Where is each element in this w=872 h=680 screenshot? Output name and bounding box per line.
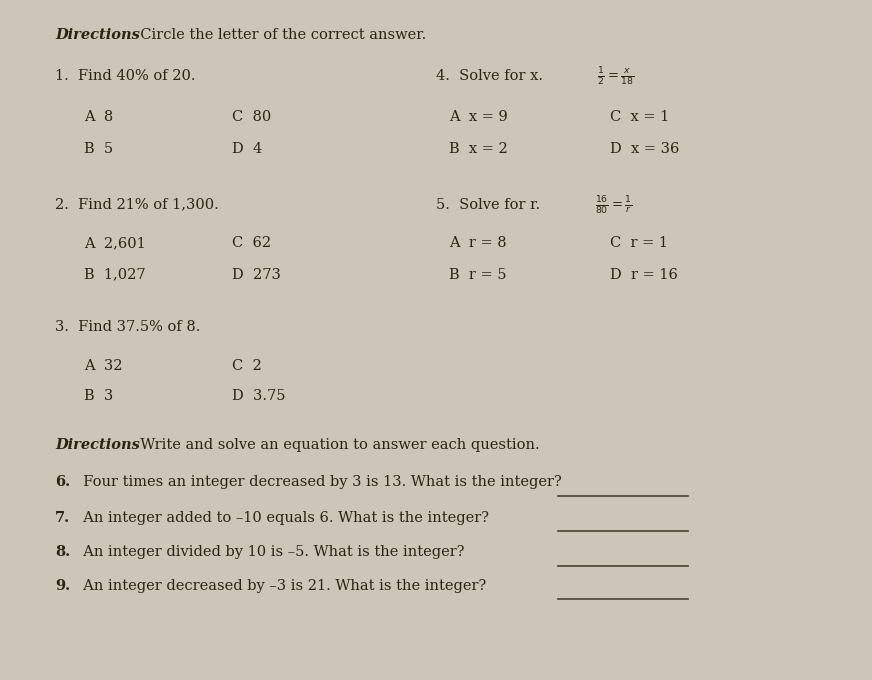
Text: 2.  Find 21% of 1,300.: 2. Find 21% of 1,300. <box>55 198 219 211</box>
Text: C  2: C 2 <box>232 359 262 373</box>
Text: 5.  Solve for r.: 5. Solve for r. <box>436 198 545 211</box>
Text: 9.: 9. <box>55 579 71 593</box>
Text: C  r = 1: C r = 1 <box>610 237 668 250</box>
Text: Circle the letter of the correct answer.: Circle the letter of the correct answer. <box>131 29 426 42</box>
Text: An integer divided by 10 is –5. What is the integer?: An integer divided by 10 is –5. What is … <box>74 545 465 559</box>
Text: $\frac{1}{2} = \frac{x}{18}$: $\frac{1}{2} = \frac{x}{18}$ <box>596 66 635 88</box>
Text: D  273: D 273 <box>232 267 281 282</box>
Text: B  x = 2: B x = 2 <box>449 141 508 156</box>
Text: An integer decreased by –3 is 21. What is the integer?: An integer decreased by –3 is 21. What i… <box>74 579 487 593</box>
Text: A  x = 9: A x = 9 <box>449 109 508 124</box>
Text: Directions: Directions <box>55 438 140 452</box>
Text: C  x = 1: C x = 1 <box>610 109 669 124</box>
Text: Write and solve an equation to answer each question.: Write and solve an equation to answer ea… <box>131 438 540 452</box>
Text: 3.  Find 37.5% of 8.: 3. Find 37.5% of 8. <box>55 320 201 334</box>
Text: 6.: 6. <box>55 475 71 490</box>
Text: D  x = 36: D x = 36 <box>610 141 679 156</box>
Text: D  r = 16: D r = 16 <box>610 267 678 282</box>
Text: B  r = 5: B r = 5 <box>449 267 507 282</box>
Text: Four times an integer decreased by 3 is 13. What is the integer?: Four times an integer decreased by 3 is … <box>74 475 562 490</box>
Text: C  62: C 62 <box>232 237 271 250</box>
Text: B  3: B 3 <box>84 390 113 403</box>
Text: A  r = 8: A r = 8 <box>449 237 507 250</box>
Text: 4.  Solve for x.: 4. Solve for x. <box>436 69 548 83</box>
Text: An integer added to –10 equals 6. What is the integer?: An integer added to –10 equals 6. What i… <box>74 511 489 525</box>
Text: B  5: B 5 <box>84 141 113 156</box>
Text: 1.  Find 40% of 20.: 1. Find 40% of 20. <box>55 69 196 83</box>
Text: 8.: 8. <box>55 545 71 559</box>
Text: A  2,601: A 2,601 <box>84 237 146 250</box>
Text: A  8: A 8 <box>84 109 113 124</box>
Text: C  80: C 80 <box>232 109 271 124</box>
Text: D  3.75: D 3.75 <box>232 390 285 403</box>
Text: $\frac{16}{80} = \frac{1}{r}$: $\frac{16}{80} = \frac{1}{r}$ <box>595 194 633 216</box>
Text: A  32: A 32 <box>84 359 122 373</box>
Text: 7.: 7. <box>55 511 71 525</box>
Text: Directions: Directions <box>55 29 140 42</box>
Text: B  1,027: B 1,027 <box>84 267 146 282</box>
Text: D  4: D 4 <box>232 141 262 156</box>
